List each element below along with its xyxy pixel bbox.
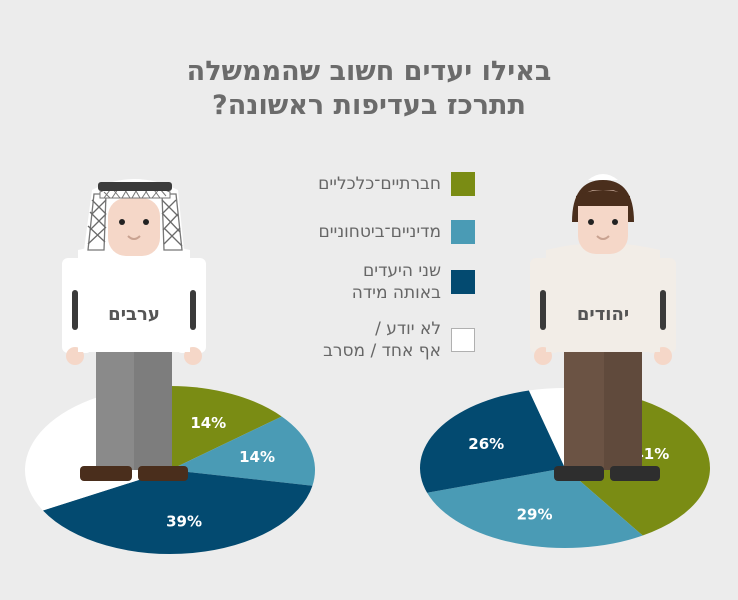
pie-slice-diplomatic-security <box>427 468 643 548</box>
figure-jew-shoe-left <box>554 466 604 481</box>
legend-swatch-dont-know <box>451 328 475 352</box>
figure-arab-keffiyeh-pattern <box>87 193 183 251</box>
pie-label-socioeconomic: 41% <box>633 445 669 463</box>
legend-label-socioeconomic: חברתיים־כלכליים <box>318 174 441 194</box>
pie-slice-socioeconomic <box>170 386 282 470</box>
figure-arab-agal <box>98 182 172 191</box>
pie-label-diplomatic-security: 14% <box>239 448 275 466</box>
figure-jew-mouth <box>596 235 610 240</box>
figure-arab-mouth <box>127 235 141 240</box>
figure-jew: יהודים <box>530 174 676 481</box>
figure-arab-shoe-right <box>138 466 188 481</box>
legend-swatch-socioeconomic <box>451 172 475 196</box>
legend-label-both: שני היעדים באותה מידה <box>351 261 441 303</box>
chart-title: באילו יעדים חשוב שהממשלה תתרכז בעדיפות ר… <box>0 55 738 123</box>
pie-slice-diplomatic-security <box>170 416 315 486</box>
pie-slice-dont-know <box>528 388 565 468</box>
legend-item-diplomatic-security: מדיניים־ביטחוניים <box>245 220 475 244</box>
figure-arab-label: ערבים <box>108 304 160 325</box>
pie-label-socioeconomic: 14% <box>190 414 226 432</box>
figure-arab-eye-right <box>143 219 149 225</box>
pie-slice-both <box>419 390 565 493</box>
figure-arab-shirt <box>78 243 190 352</box>
figure-arab-arm-line-left <box>72 290 78 330</box>
figure-arab-face <box>108 198 160 256</box>
figure-jew-hair-front <box>576 190 630 206</box>
figure-arab-arm-line-right <box>190 290 196 330</box>
figure-jew-leg-right <box>604 348 642 470</box>
pie-label-both: 26% <box>468 435 504 453</box>
figure-jew-leg-left <box>564 348 604 470</box>
legend-swatch-both <box>451 270 475 294</box>
figure-jew-arm-line-left <box>540 290 546 330</box>
legend-swatch-diplomatic-security <box>451 220 475 244</box>
figure-jew-hair <box>572 180 634 222</box>
legend-item-socioeconomic: חברתיים־כלכליים <box>245 172 475 196</box>
legend-item-dont-know: לא יודע / אף אחד / מסרב <box>245 318 475 362</box>
pie-slice-both <box>42 470 313 554</box>
legend-label-dont-know: לא יודע / אף אחד / מסרב <box>323 319 441 361</box>
figure-jew-label: יהודים <box>577 304 629 325</box>
pie-label-diplomatic-security: 29% <box>517 506 553 524</box>
figure-arab-shoe-left <box>80 466 132 481</box>
figure-jew-eye-right <box>612 219 618 225</box>
figure-arab-leg-right <box>134 348 172 470</box>
legend-label-diplomatic-security: מדיניים־ביטחוניים <box>318 222 441 242</box>
figure-jew-shirt <box>546 243 660 352</box>
chart-title-line2: תתרכז בעדיפות ראשונה? <box>212 90 526 121</box>
chart-title-line1: באילו יעדים חשוב שהממשלה <box>186 56 552 87</box>
figure-jew-kippah <box>588 174 618 180</box>
pie-label-both: 39% <box>166 512 202 530</box>
legend-item-both: שני היעדים באותה מידה <box>245 260 475 304</box>
figure-arab-eye-left <box>119 219 125 225</box>
figure-jew-eye-left <box>588 219 594 225</box>
figure-jew-arm-line-right <box>660 290 666 330</box>
figure-jew-shoe-right <box>610 466 660 481</box>
figure-arab: ערבים <box>62 179 206 481</box>
figure-arab-leg-left <box>96 348 134 470</box>
